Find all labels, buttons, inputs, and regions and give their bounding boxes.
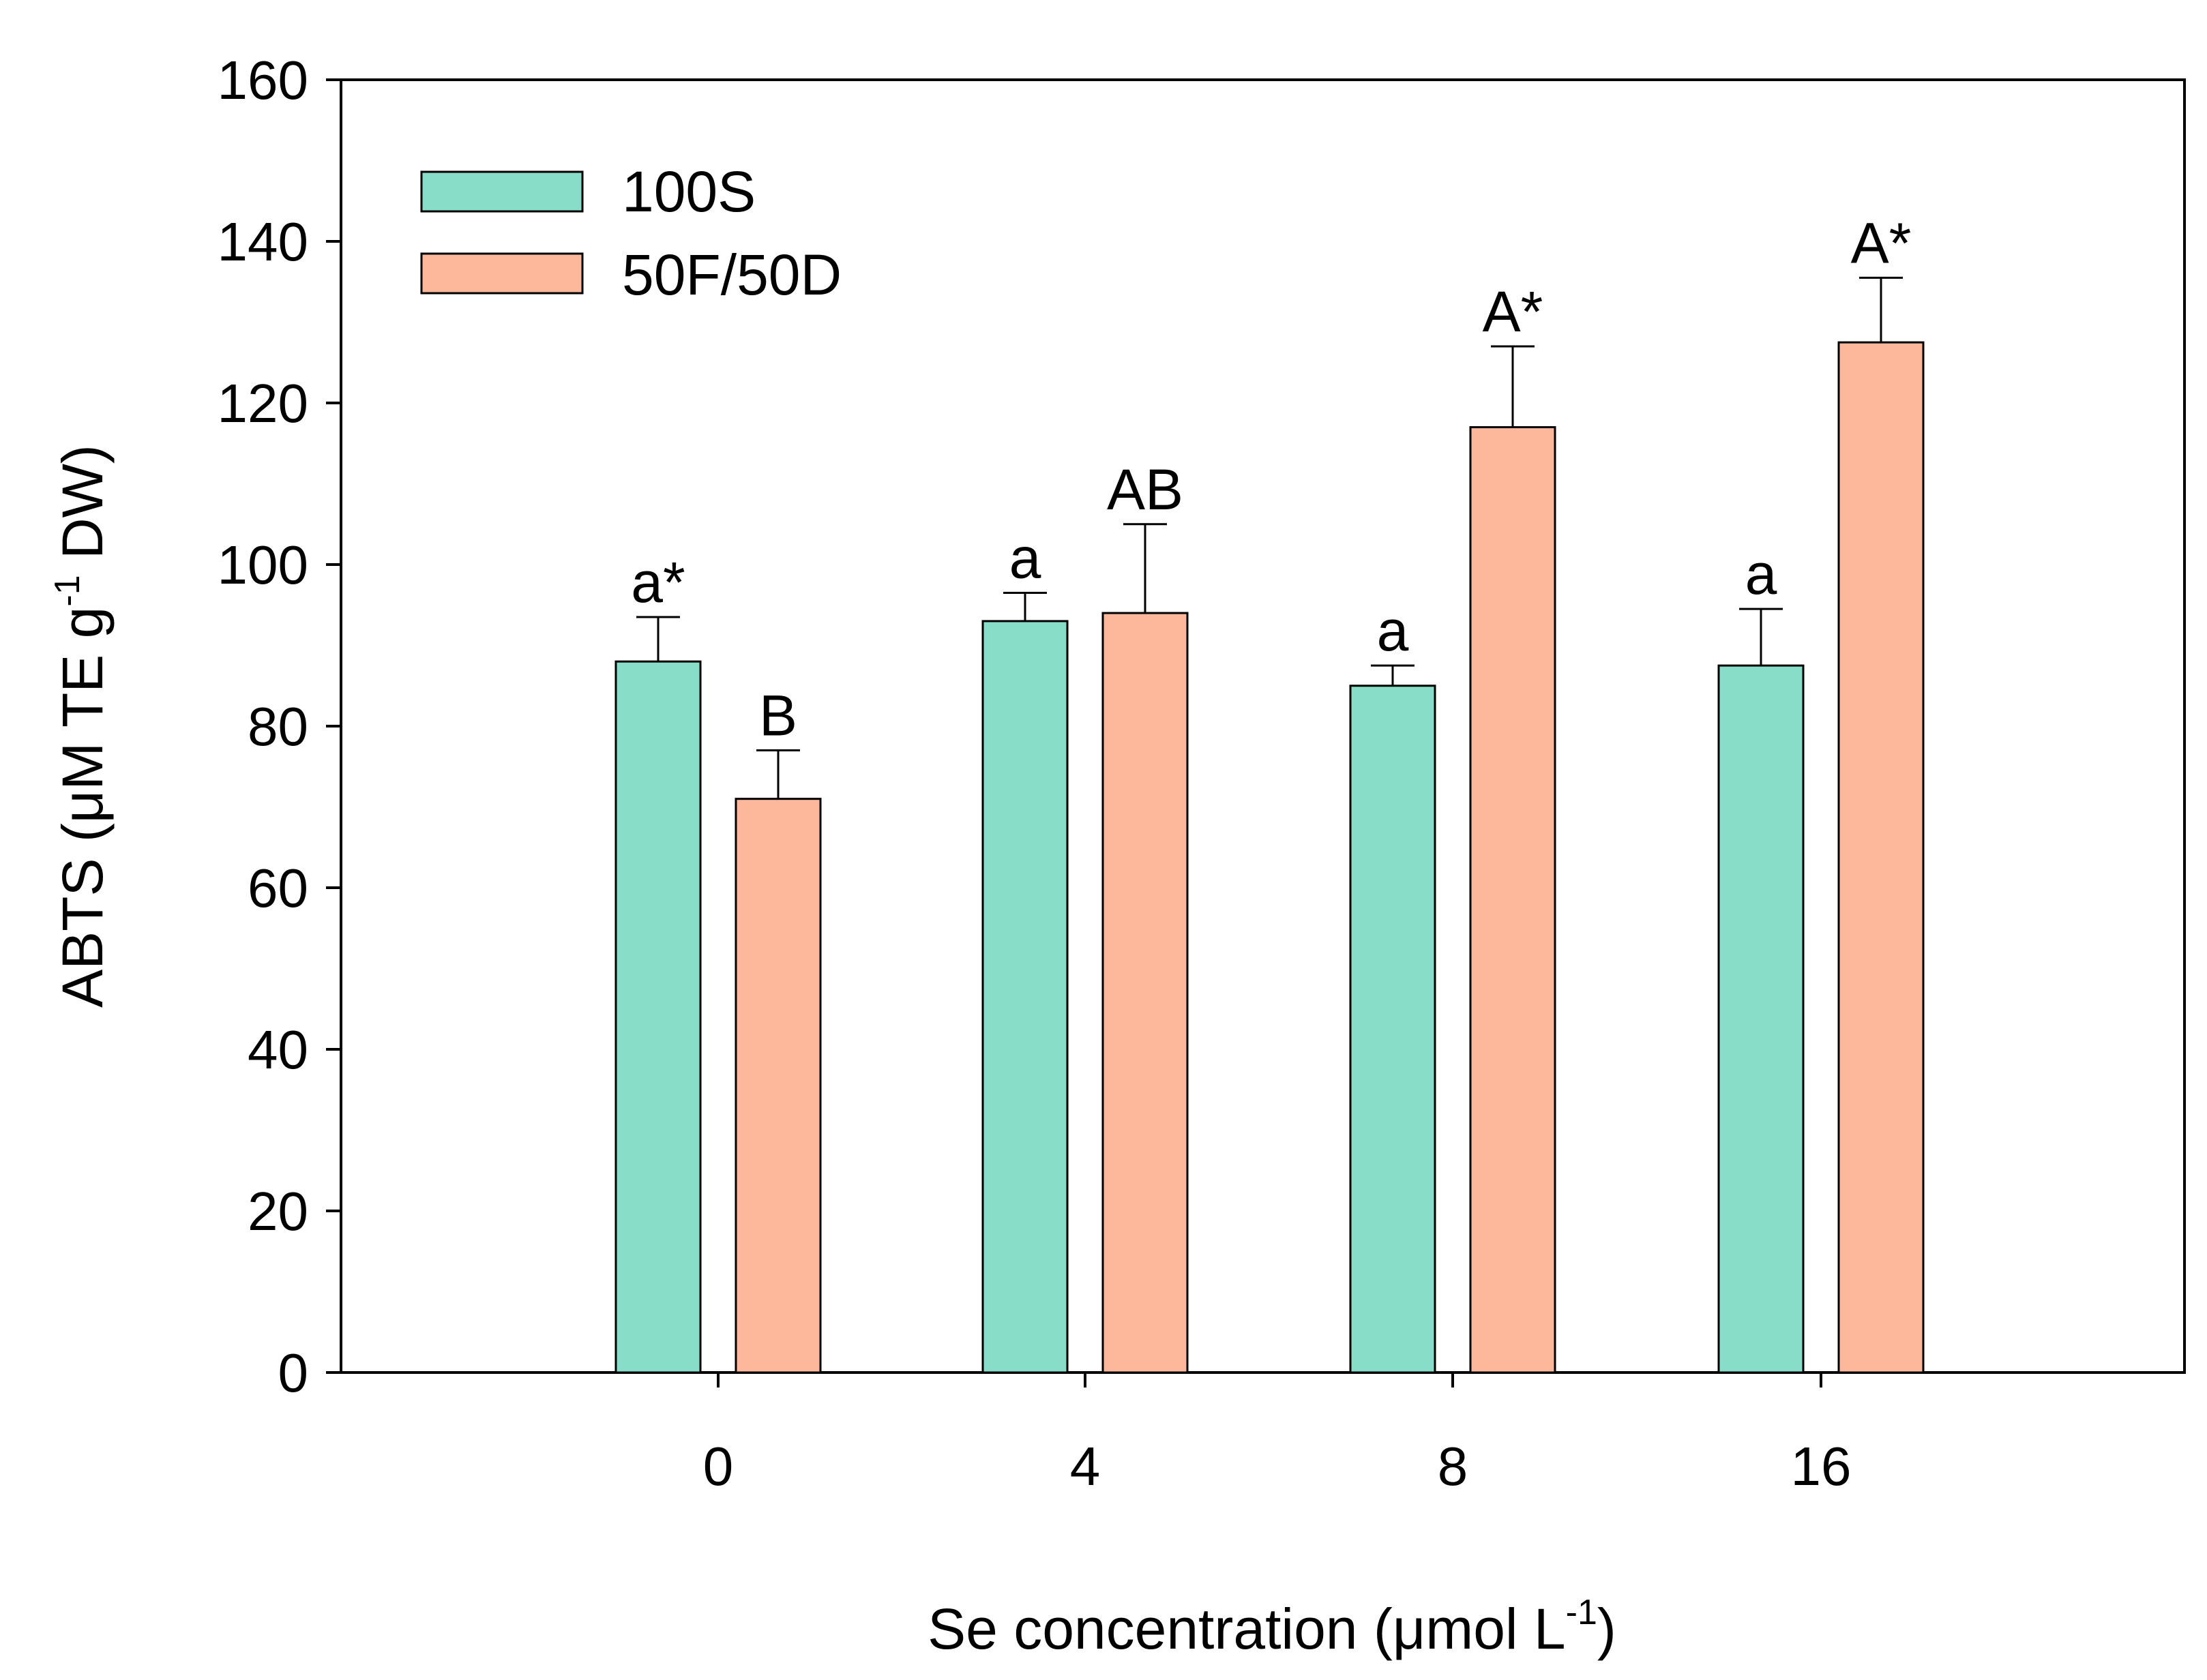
y-axis-label-superscript: -1 — [48, 575, 87, 606]
legend: 100S 50F/50D — [420, 160, 842, 307]
significance-label: A* — [1483, 280, 1543, 344]
legend-swatch-100s — [420, 170, 584, 213]
x-tick-label: 4 — [1070, 1436, 1101, 1497]
significance-label: a — [1377, 599, 1409, 663]
x-axis-label-close: ) — [1597, 1597, 1616, 1661]
legend-label-50f50d: 50F/50D — [622, 243, 842, 307]
bar-50f50d-0 — [735, 798, 822, 1374]
bar-100s-4 — [981, 620, 1069, 1374]
y-tick-label: 140 — [218, 211, 308, 272]
y-tick-label: 60 — [248, 858, 308, 918]
y-tick-label: 120 — [218, 373, 308, 434]
significance-label: a — [1009, 526, 1041, 590]
y-tick-label: 0 — [278, 1342, 309, 1403]
x-tick-label: 16 — [1791, 1436, 1852, 1497]
y-tick-label: 20 — [248, 1181, 308, 1242]
bars-layer — [614, 341, 1925, 1374]
x-axis-label: Se concentration (μmol L-1) — [928, 1593, 1616, 1661]
x-axis-ticks: 0 4 8 16 — [703, 1372, 1852, 1497]
legend-label-100s: 100S — [622, 160, 756, 224]
x-tick-label: 8 — [1438, 1436, 1468, 1497]
bar-100s-8 — [1349, 685, 1436, 1374]
y-tick-label: 100 — [218, 535, 308, 595]
significance-label: a* — [631, 550, 685, 614]
x-axis-label-superscript: -1 — [1566, 1593, 1597, 1632]
bar-100s-16 — [1717, 664, 1805, 1374]
significance-label: A* — [1851, 211, 1912, 275]
y-axis-label-unit: DW) — [50, 445, 115, 575]
bar-50f50d-16 — [1837, 341, 1925, 1374]
significance-label: B — [759, 684, 797, 748]
y-tick-label: 80 — [248, 696, 308, 757]
legend-swatch-50f50d — [420, 252, 584, 295]
y-tick-label: 160 — [218, 50, 308, 110]
error-bars-layer — [636, 276, 1903, 799]
y-axis-label: ABTS (μM TE g-1 DW) — [48, 445, 115, 1008]
bar-100s-0 — [614, 660, 702, 1374]
significance-label: a — [1745, 542, 1777, 606]
bar-50f50d-8 — [1469, 426, 1556, 1374]
bar-50f50d-4 — [1101, 612, 1189, 1374]
y-axis-ticks: 0 20 40 60 80 100 120 140 160 — [218, 50, 341, 1403]
x-axis-label-main: Se concentration (μmol L — [928, 1597, 1566, 1661]
significance-labels-layer: a* a a a B AB A* A* — [631, 211, 1911, 747]
x-tick-label: 0 — [703, 1436, 734, 1497]
y-axis-label-main: ABTS (μM TE g — [50, 607, 115, 1008]
y-tick-label: 40 — [248, 1019, 308, 1080]
significance-label: AB — [1107, 457, 1183, 522]
